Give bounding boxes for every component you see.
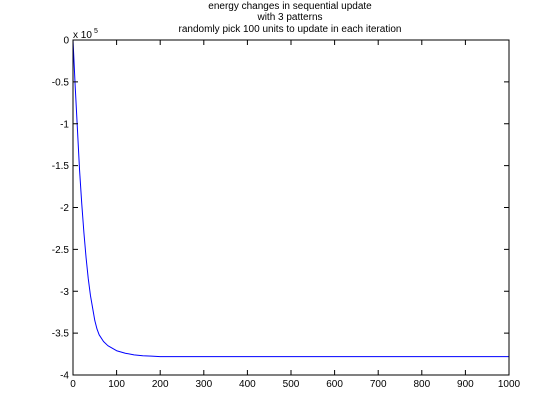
y-tick-label: -4 bbox=[60, 371, 69, 382]
x-tick-label: 700 bbox=[370, 379, 387, 390]
y-tick-label: -2 bbox=[60, 203, 69, 214]
x-tick-label: 300 bbox=[195, 379, 212, 390]
title-line-3: randomly pick 100 units to update in eac… bbox=[179, 24, 402, 35]
plot-area bbox=[73, 40, 509, 375]
y-tick-label: -0.5 bbox=[52, 77, 70, 88]
title-line-1: energy changes in sequential update bbox=[208, 1, 372, 12]
x-tick-label: 0 bbox=[70, 379, 76, 390]
chart-title: energy changes in sequential update with… bbox=[179, 1, 402, 35]
x-tick-label: 100 bbox=[108, 379, 125, 390]
x-tick-label: 800 bbox=[413, 379, 430, 390]
y-tick-label: -1.5 bbox=[52, 161, 70, 172]
y-tick-label: -1 bbox=[60, 119, 69, 130]
title-line-2: with 3 patterns bbox=[256, 12, 322, 23]
y-tick-label: -3 bbox=[60, 287, 69, 298]
y-tick-label: 0 bbox=[63, 36, 69, 47]
tick-layer: 0 100 200 300 400 500 600 700 800 900 1000 0 -0.5 -1 -… bbox=[52, 36, 521, 391]
y-multiplier-base: x 10 bbox=[73, 30, 92, 41]
y-multiplier-exponent: 5 bbox=[94, 28, 98, 35]
x-tick-label: 1000 bbox=[498, 379, 521, 390]
y-tick-label: -3.5 bbox=[52, 329, 70, 340]
x-tick-label: 900 bbox=[457, 379, 474, 390]
data-layer bbox=[72, 39, 509, 358]
series-line bbox=[72, 39, 509, 358]
axes-box bbox=[72, 39, 510, 376]
x-tick-label: 500 bbox=[283, 379, 300, 390]
x-tick-label: 400 bbox=[239, 379, 256, 390]
y-tick-label: -2.5 bbox=[52, 245, 70, 256]
x-tick-label: 600 bbox=[326, 379, 343, 390]
y-axis-multiplier: x 10 5 bbox=[73, 28, 98, 41]
x-tick-label: 200 bbox=[152, 379, 169, 390]
